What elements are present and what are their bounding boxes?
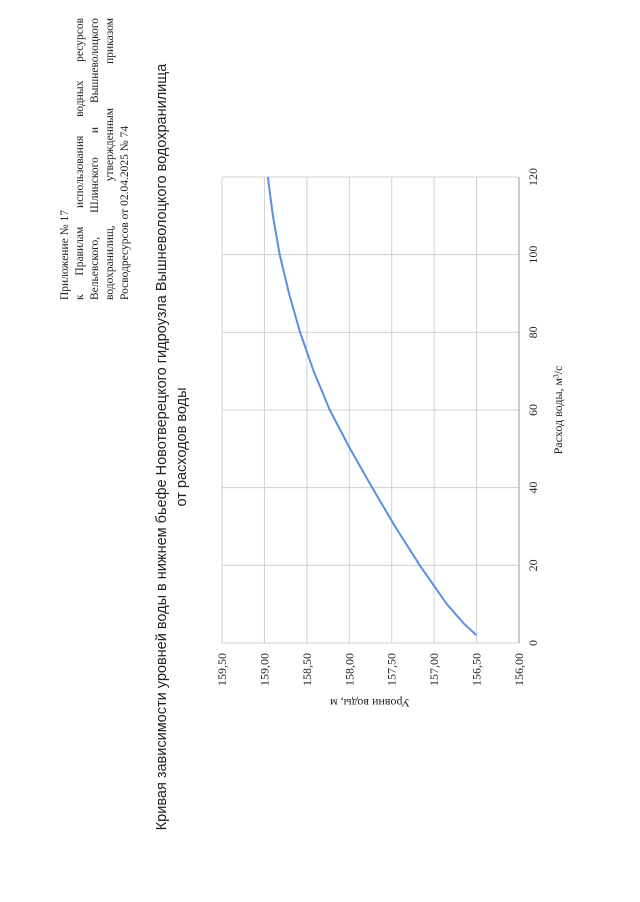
x-tick-label: 0 [526, 640, 540, 646]
y-tick-label: 157,50 [385, 653, 399, 686]
y-tick-label: 158,50 [300, 653, 314, 686]
y-axis-title: Уровни воды, м [330, 696, 410, 710]
y-tick-label: 159,00 [257, 653, 271, 686]
x-tick-label: 60 [526, 404, 540, 416]
y-tick-label: 158,00 [342, 653, 356, 686]
x-tick-label: 20 [526, 559, 540, 571]
x-tick-label: 120 [526, 168, 540, 186]
x-tick-label: 80 [526, 326, 540, 338]
x-tick-label: 40 [526, 482, 540, 494]
y-tick-label: 157,00 [427, 653, 441, 686]
x-tick-label: 100 [526, 246, 540, 264]
data-line [266, 176, 478, 636]
y-tick-label: 156,00 [512, 653, 526, 686]
y-tick-label: 156,50 [470, 653, 484, 686]
x-axis-title: Расход воды, м³/с [551, 366, 565, 455]
y-tick-label: 159,50 [215, 653, 229, 686]
